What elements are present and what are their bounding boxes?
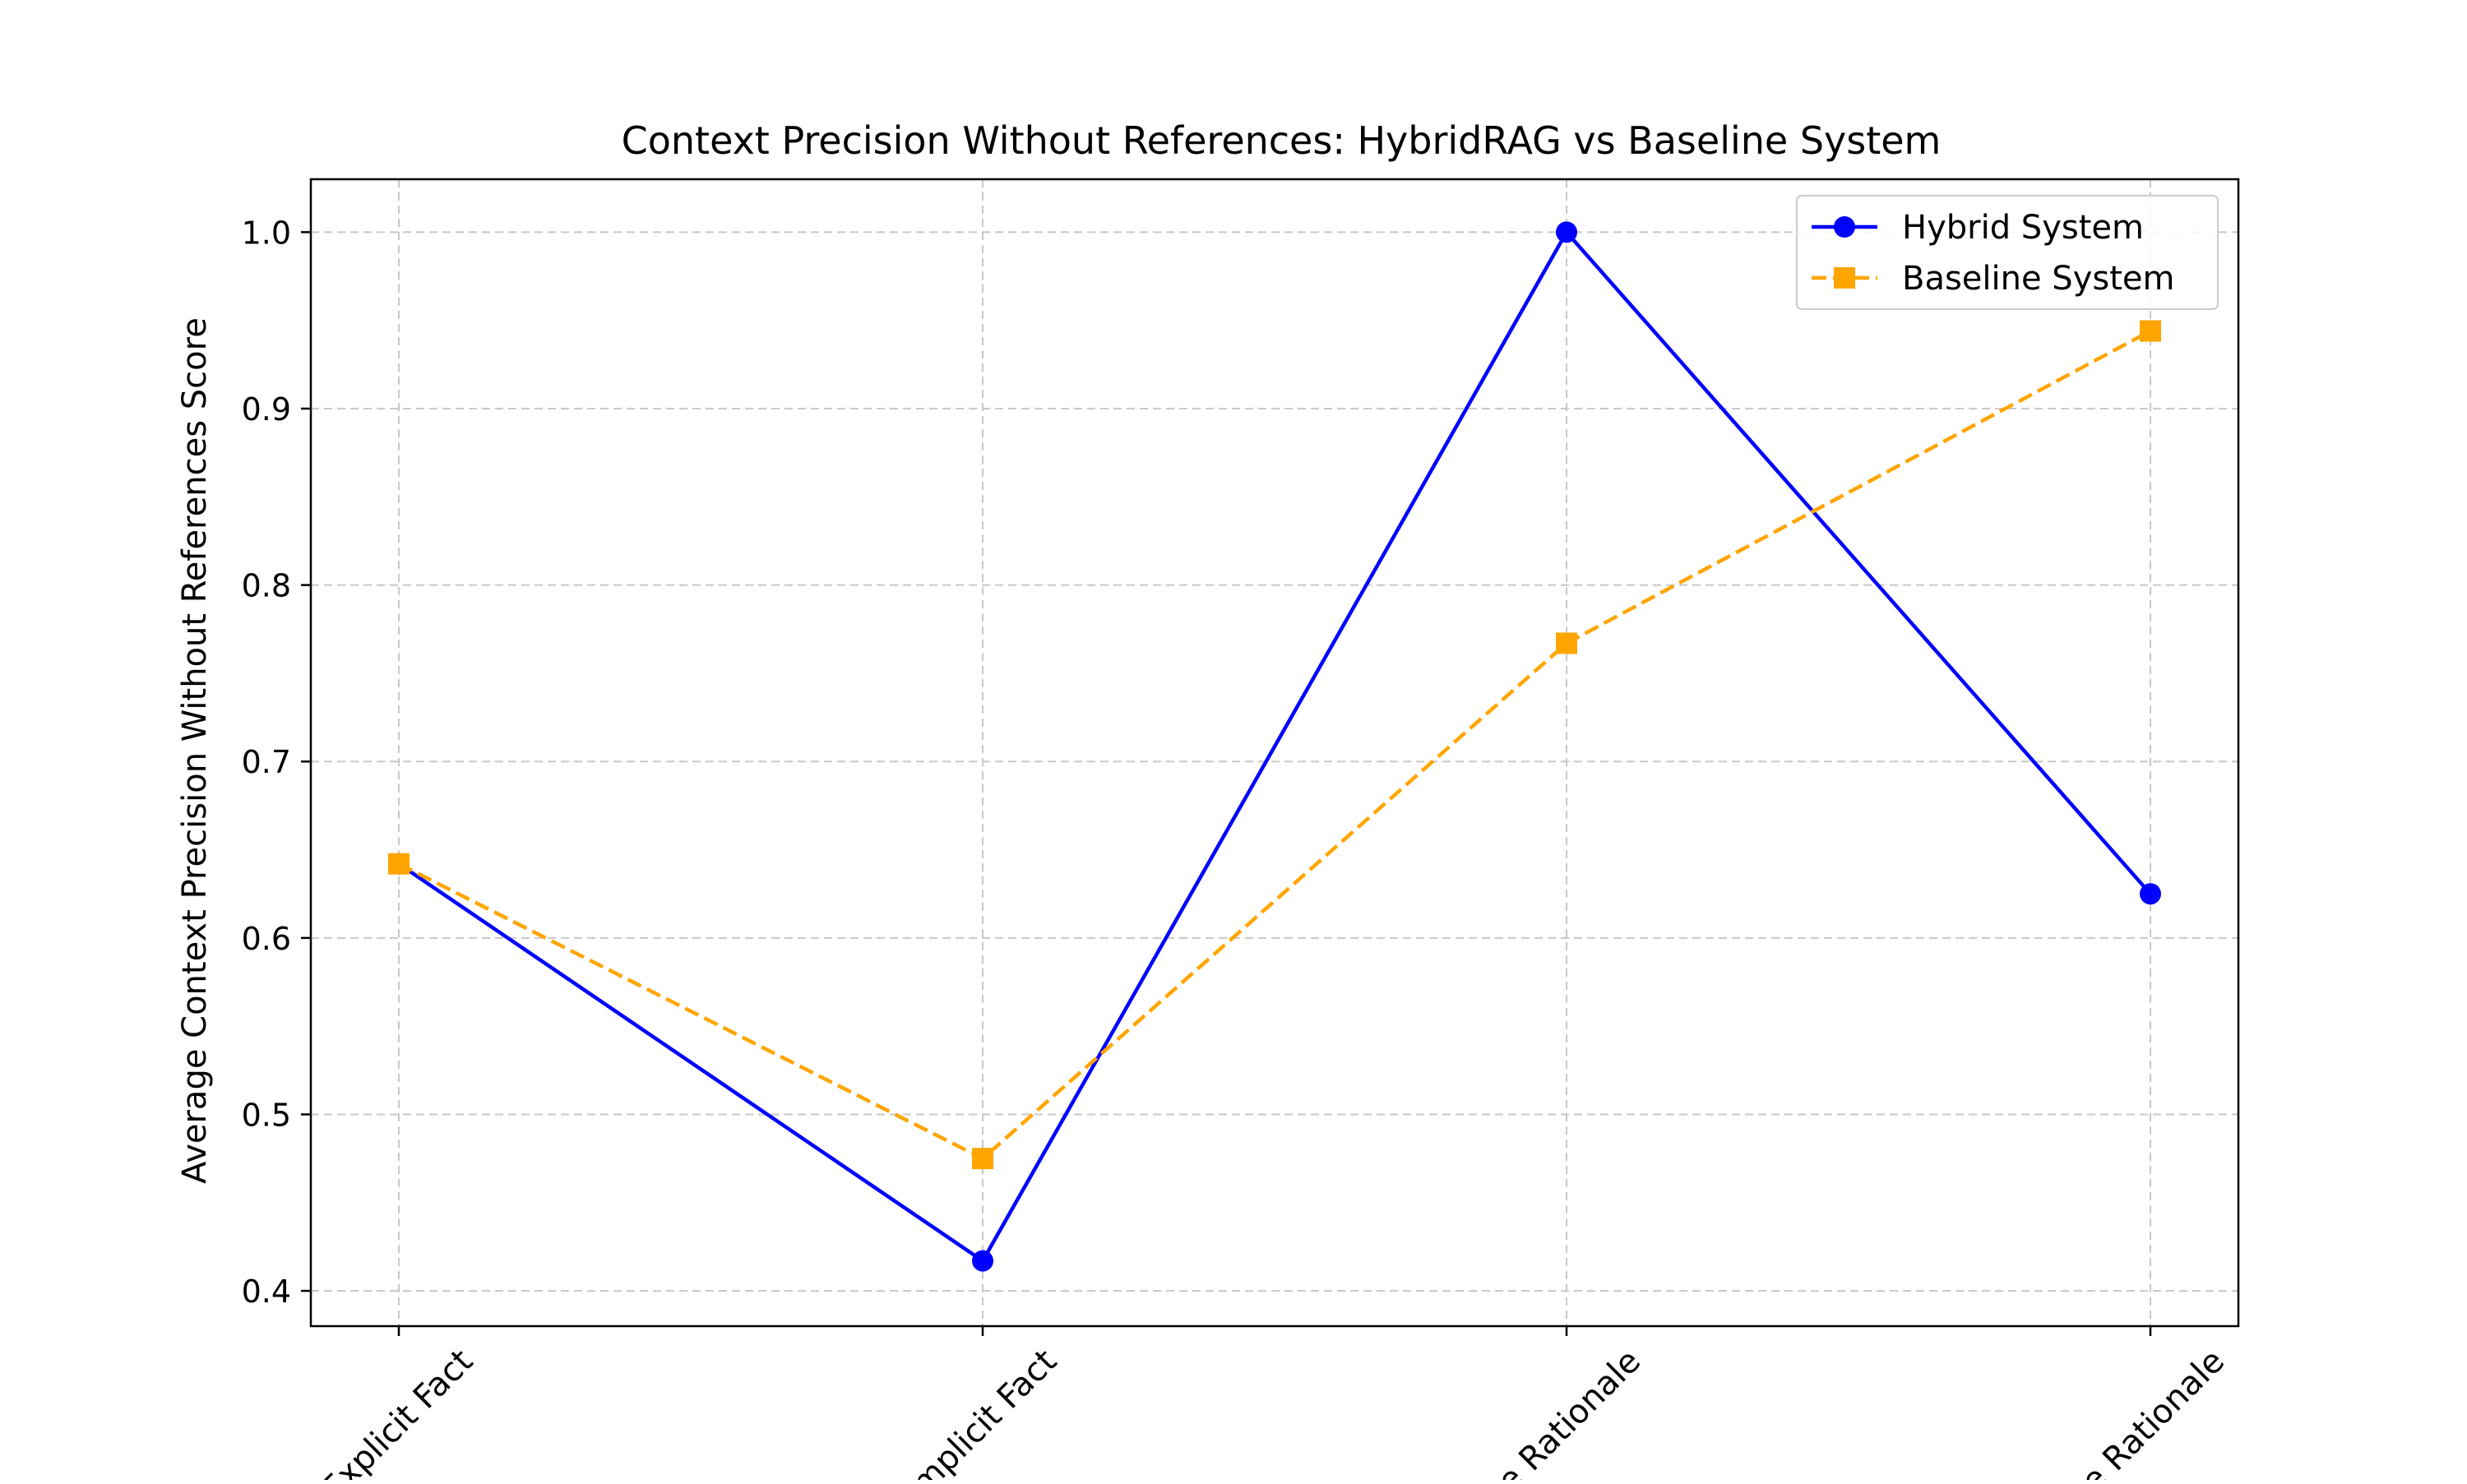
y-tick-label: 0.5 — [242, 1097, 291, 1133]
chart-title: Context Precision Without References: Hy… — [622, 118, 1942, 163]
legend: Hybrid System Baseline System — [1796, 195, 2219, 310]
baseline-system-point — [388, 853, 410, 875]
x-tick-label: e Rationale — [1490, 1343, 1648, 1480]
baseline-system-line — [397, 329, 2152, 1161]
legend-label-hybrid-system: Hybrid System — [1902, 209, 2144, 247]
x-tick-label: e Rationale — [2074, 1343, 2232, 1480]
legend-marker-baseline-system — [1834, 267, 1855, 289]
x-tick-label: Explicit Fact — [314, 1343, 480, 1480]
grid — [311, 179, 2238, 1326]
baseline-system-point — [2140, 320, 2161, 342]
y-tick-label: 0.7 — [242, 744, 291, 780]
baseline-system-point — [1556, 632, 1577, 654]
legend-label-baseline-system: Baseline System — [1902, 260, 2174, 298]
baseline-system-point — [972, 1148, 993, 1170]
y-axis-label: Average Context Precision Without Refere… — [176, 317, 214, 1184]
hybrid-system-point — [972, 1250, 993, 1272]
x-tick-label: mplicit Fact — [904, 1343, 1064, 1480]
y-tick-label: 0.4 — [242, 1274, 291, 1310]
y-tick-label: 0.8 — [242, 568, 291, 604]
y-tick-label: 0.9 — [242, 391, 291, 428]
y-tick-label: 0.6 — [242, 921, 291, 957]
legend-marker-hybrid-system — [1834, 216, 1855, 238]
hybrid-system-line — [397, 230, 2152, 1263]
y-tick-label: 1.0 — [242, 215, 291, 251]
legend-box — [1796, 195, 2219, 310]
hybrid-system-point — [1556, 221, 1577, 243]
plot-frame — [309, 178, 2240, 1328]
hybrid-system-point — [2140, 883, 2161, 905]
series-layer — [388, 221, 2161, 1272]
